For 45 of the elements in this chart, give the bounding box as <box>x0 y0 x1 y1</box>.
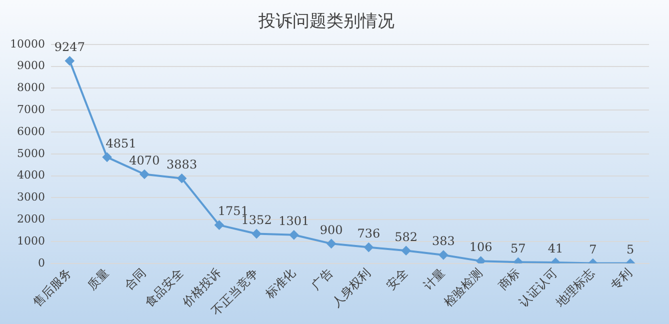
y-tick-label: 1000 <box>16 234 45 248</box>
data-label: 3883 <box>166 157 198 172</box>
y-tick-label: 7000 <box>16 102 45 116</box>
data-label: 57 <box>510 241 526 256</box>
point <box>214 220 224 230</box>
chart-title: 投诉问题类别情况 <box>258 12 394 32</box>
point <box>326 239 336 248</box>
y-tick-label: 5000 <box>16 146 45 160</box>
point <box>364 242 374 252</box>
point <box>438 250 448 260</box>
point <box>102 152 112 162</box>
y-tick-label: 9000 <box>16 59 45 72</box>
point <box>289 230 298 240</box>
point <box>402 246 411 256</box>
x-tick-label: 专利 <box>608 266 635 293</box>
x-tick-label: 计量 <box>420 266 448 293</box>
x-tick-label: 安全 <box>384 266 410 293</box>
data-label: 7 <box>589 242 597 256</box>
point <box>177 174 186 183</box>
y-tick-label: 10000 <box>10 37 45 50</box>
y-tick-label: 4000 <box>16 168 45 182</box>
data-label: 1301 <box>278 214 310 228</box>
data-label: 582 <box>394 230 418 244</box>
y-tick-label: 6000 <box>16 124 45 138</box>
point <box>65 56 74 66</box>
y-tick-label: 2000 <box>16 212 45 226</box>
data-label: 106 <box>469 240 492 254</box>
data-label: 9247 <box>54 40 85 54</box>
data-label: 5 <box>626 242 634 256</box>
data-label: 41 <box>548 242 564 256</box>
x-tick-label: 商标 <box>496 266 523 293</box>
x-tick-label: 合同 <box>122 266 149 293</box>
data-label: 4070 <box>129 153 160 168</box>
data-label: 383 <box>432 234 455 248</box>
x-tick-label: 广告 <box>308 266 336 293</box>
data-label: 4851 <box>106 136 136 150</box>
data-label: 736 <box>357 226 380 240</box>
y-tick-label: 8000 <box>16 81 45 94</box>
x-tick-label: 标准化 <box>262 266 298 302</box>
data-label: 900 <box>320 222 343 237</box>
point <box>476 256 486 264</box>
point <box>140 170 149 179</box>
x-tick-label: 质量 <box>84 266 112 293</box>
point <box>252 229 262 238</box>
y-tick-label: 3000 <box>16 190 45 204</box>
